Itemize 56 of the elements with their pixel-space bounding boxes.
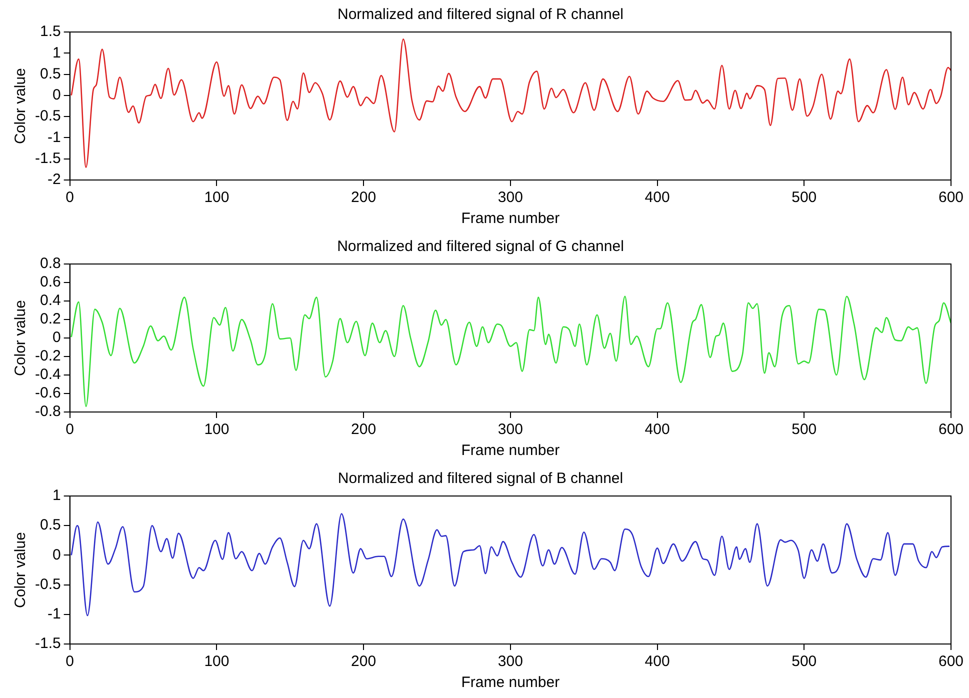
x-tick-label: 400 (644, 421, 670, 438)
y-tick-label: 0.6 (40, 274, 61, 291)
x-tick-label: 300 (498, 653, 523, 670)
y-tick-label: -1 (48, 606, 61, 623)
y-tick-label: -0.6 (34, 384, 61, 402)
x-tick-label: 600 (938, 653, 964, 670)
y-tick-label: 1.5 (40, 23, 61, 40)
y-tick-label: -0.5 (34, 576, 61, 593)
y-tick-label: 1 (52, 44, 61, 62)
y-tick-label: 0.5 (40, 516, 61, 534)
line-series (70, 296, 951, 408)
chart-title: Normalized and filtered signal of B channel (338, 470, 624, 488)
chart-title: Normalized and filtered signal of G channel (337, 238, 624, 256)
x-tick-label: 200 (351, 653, 376, 670)
chart-title: Normalized and filtered signal of R channel (338, 6, 624, 24)
x-tick-label: 600 (938, 189, 964, 206)
y-tick-label: 0 (52, 86, 61, 104)
x-axis-title: Frame number (461, 674, 560, 692)
y-axis-title: Color value (12, 532, 30, 608)
y-tick-label: 0.2 (40, 310, 61, 328)
line-series (70, 38, 951, 168)
x-tick-label: 0 (66, 189, 74, 206)
y-tick-label: -0.8 (34, 403, 61, 420)
y-tick-label: -2 (48, 171, 61, 188)
x-tick-label: 300 (498, 189, 523, 206)
x-tick-label: 200 (351, 189, 376, 206)
y-tick-label: -0.2 (34, 348, 61, 365)
y-axis-title: Color value (12, 300, 30, 376)
x-tick-label: 500 (792, 421, 817, 438)
y-tick-label: -1 (48, 128, 61, 146)
x-tick-label: 0 (66, 653, 74, 670)
y-tick-label: 0.4 (40, 292, 61, 310)
x-tick-label: 100 (204, 421, 230, 438)
x-tick-label: 0 (66, 421, 74, 438)
x-tick-label: 100 (204, 653, 230, 670)
y-tick-label: -1.5 (34, 150, 61, 167)
y-tick-label: -0.5 (34, 108, 61, 125)
line-series (70, 513, 950, 616)
y-axis-title: Color value (12, 68, 30, 144)
x-tick-label: 100 (204, 189, 230, 206)
y-tick-label: -1.5 (34, 635, 61, 652)
x-tick-label: 200 (351, 421, 376, 438)
x-axis-title: Frame number (461, 442, 560, 460)
x-tick-label: 500 (792, 653, 817, 670)
x-tick-label: 400 (644, 653, 670, 670)
y-tick-label: 0.5 (40, 65, 61, 82)
x-tick-label: 300 (498, 421, 523, 438)
y-tick-label: -0.4 (34, 366, 61, 384)
y-tick-label: 0 (52, 546, 61, 564)
x-tick-label: 600 (938, 421, 964, 438)
x-tick-label: 500 (792, 189, 817, 206)
y-tick-label: 1 (52, 487, 61, 504)
y-tick-label: 0.8 (40, 255, 61, 272)
y-tick-label: 0 (52, 329, 61, 346)
x-tick-label: 400 (644, 189, 670, 206)
x-axis-title: Frame number (461, 210, 560, 228)
